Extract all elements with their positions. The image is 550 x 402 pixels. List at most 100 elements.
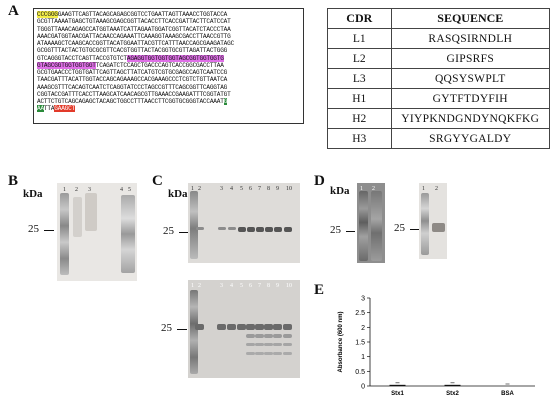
protein-band <box>273 343 282 346</box>
protein-band <box>196 227 204 230</box>
protein-band <box>264 343 273 346</box>
y-tick-label: 0 <box>361 384 365 391</box>
highlighted-sequence-segment: AA <box>37 105 44 113</box>
y-axis-label: Absorbance (600 nm) <box>338 311 344 372</box>
protein-band <box>283 343 292 346</box>
highlighted-sequence-segment: AGAGGTGGTGGTGGTAGCGGTGGTGGTG <box>126 54 224 62</box>
lane-number: 8 <box>267 186 270 192</box>
protein-band <box>238 227 246 232</box>
lane-number: 2 <box>198 283 201 289</box>
cdr-name: H1 <box>327 88 392 109</box>
sequence-line: TGGGTTAAACAGAGCCATGGTAAATCATTAGAATGGATCG… <box>37 26 300 33</box>
marker-tick <box>44 230 54 231</box>
protein-band <box>283 324 292 330</box>
kda-label: kDa <box>168 188 188 200</box>
marker-tick <box>346 231 355 232</box>
lane-number: 5 <box>240 283 243 289</box>
protein-band <box>256 227 264 232</box>
protein-band <box>218 227 226 230</box>
western-blot-d-right: 1 2 <box>419 183 447 259</box>
protein-band <box>255 334 264 338</box>
x-tick-label: Stx2 <box>446 391 459 397</box>
lane-number: 4 <box>230 186 233 192</box>
protein-band <box>246 334 255 338</box>
lane-number: 4 <box>120 187 123 193</box>
ladder-lane <box>60 193 69 275</box>
sequence-segment: TGGGTTAAACAGAGCCATGGTAAATCATTAGAATGGATCG… <box>37 25 231 33</box>
panel-letter-b: B <box>8 173 19 189</box>
lane-number: 5 <box>240 186 243 192</box>
protein-band <box>284 227 292 232</box>
cdr-name: L2 <box>327 48 392 69</box>
sequence-segment: AAAGCGTTTCACAGTCAATCTCAGGTATCCCTAGCCGTTT… <box>37 83 228 91</box>
y-tick-label: 2 <box>361 325 365 332</box>
lane-number: 7 <box>258 283 261 289</box>
y-tick-label: 2.5 <box>355 310 365 317</box>
lane-number: 1 <box>360 186 363 192</box>
lane-number: 3 <box>220 283 223 289</box>
lane-number: 10 <box>286 283 292 289</box>
lane-number: 9 <box>276 283 279 289</box>
protein-band <box>274 227 282 232</box>
lane-number: 5 <box>128 187 131 193</box>
protein-band <box>195 324 204 330</box>
lane-number: 1 <box>191 283 194 289</box>
kda-label: kDa <box>23 188 43 200</box>
sequence-segment: AAACGATGGTAACGATTACAACCAGAAATTCAAAGGTAAA… <box>37 32 231 40</box>
sequence-segment: TCAGATCTCCAGCTGACCCAGTCACCGGCGACCTTAA <box>95 61 224 69</box>
sequence-segment: TTA <box>43 105 55 113</box>
western-blot-d-left: 1 2 <box>357 183 385 263</box>
sequence-line: TAACGATTTACATTGGTACCAGCAGAAAGCCACGAAAGCC… <box>37 76 300 83</box>
sequence-line: ATAAAAGCTCAAGCACCGGTTACATGGAATTACGTTCATT… <box>37 40 300 47</box>
sequence-header: SEQUENCE <box>390 8 550 29</box>
protein-band <box>255 352 264 355</box>
marker-25-label: 25 <box>394 222 405 234</box>
protein-band <box>246 343 255 346</box>
y-tick-label: 1 <box>361 354 365 361</box>
lane-number: 1 <box>63 187 66 193</box>
protein-band <box>228 227 236 230</box>
western-blot-c-top: 1 2 3 4 5 6 7 8 9 10 <box>188 183 300 263</box>
highlighted-sequence-segment: GTAGCGGTGGTGGTGGT <box>37 61 96 69</box>
highlighted-sequence-segment: GAAGCT <box>54 105 76 113</box>
lane-number: 4 <box>230 283 233 289</box>
sequence-line: GTCAGGGTACCTCAGTTACCGTGTCTAGAGGTGGTGGTGG… <box>37 54 300 62</box>
protein-band <box>273 352 282 355</box>
lane-number: 6 <box>249 186 252 192</box>
sequence-segment: ACTTCTGTCAGCAGAGCTACAGCTGGCCTTTAACCTTCGG… <box>37 98 224 105</box>
table-row: H3 SRGYYGALDY <box>327 128 550 149</box>
panel-letter-a: A <box>8 3 19 19</box>
protein-band <box>246 324 255 330</box>
sequence-line: ACTTCTGTCAGCAGAGCTACAGCTGGCCTTTAACCTTCGG… <box>37 98 300 105</box>
lane-number: 2 <box>372 186 375 192</box>
lane-number: 1 <box>191 186 194 192</box>
highlighted-sequence-segment: G <box>223 98 228 105</box>
protein-band <box>264 352 273 355</box>
lane-number: 2 <box>75 187 78 193</box>
protein-band <box>264 324 273 330</box>
table-row: L1 RASQSIRNDLH <box>327 28 550 49</box>
ladder-lane <box>359 191 368 261</box>
cdr-sequence: QQSYSWPLT <box>390 68 550 89</box>
lane-number: 6 <box>249 283 252 289</box>
sequence-line: GCGTGAACCCTGGTGATTCAGTTAGCTTATCATGTCGTGC… <box>37 69 300 76</box>
lane-number: 3 <box>220 186 223 192</box>
absorbance-bar-chart: 0 0.5 1 1.5 2 2.5 3 Absorbance (600 nm) Stx1 Stx2… <box>338 296 535 397</box>
cdr-header: CDR <box>327 8 392 29</box>
protein-band <box>237 324 246 330</box>
marker-25-label: 25 <box>163 225 174 237</box>
cdr-sequence: GYTFTDYFIH <box>390 88 550 109</box>
sequence-line: CGGTACCGATTTCACCTTAAGCATCAACAGCGTTGAAACC… <box>37 91 300 98</box>
panel-letter-e: E <box>314 282 325 298</box>
lane-number: 3 <box>88 187 91 193</box>
cdr-name: H2 <box>327 108 392 129</box>
protein-band <box>255 343 264 346</box>
kda-label: kDa <box>330 185 350 197</box>
x-tick-label: Stx1 <box>391 391 404 397</box>
cdr-sequence: RASQSIRNDLH <box>390 28 550 49</box>
protein-band <box>283 352 292 355</box>
sequence-line: GCGGTTTACTACTGTGCGCGTTCACGTGGTTACTACGGTG… <box>37 47 300 54</box>
table-row: H2 YIYPKNDGNDYNQKFKG <box>327 108 550 129</box>
sequence-line: AATTAGAAGCT <box>37 105 300 113</box>
